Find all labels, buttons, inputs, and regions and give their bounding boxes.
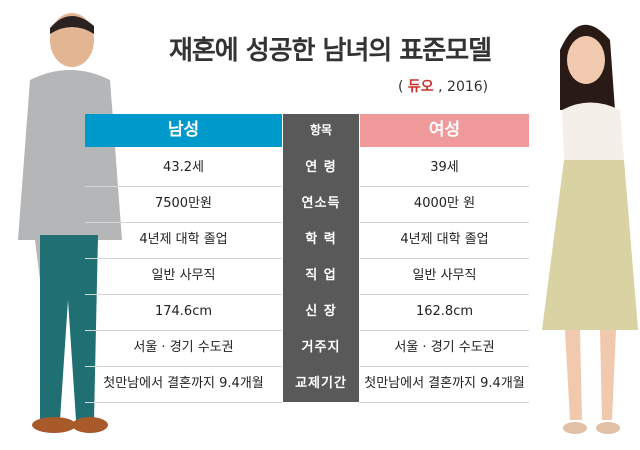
source-open-paren: ( — [398, 79, 404, 95]
male-value: 4년제 대학 졸업 — [85, 222, 282, 259]
table-row: 174.6cm 신 장 162.8cm — [85, 294, 529, 331]
male-value: 174.6cm — [85, 294, 282, 331]
female-value: 일반 사무직 — [360, 258, 529, 295]
male-value: 첫만남에서 결혼까지 9.4개월 — [85, 366, 282, 403]
table-row: 7500만원 연소득 4000만 원 — [85, 186, 529, 223]
item-label: 학 력 — [305, 232, 337, 247]
table-row: 일반 사무직 직 업 일반 사무직 — [85, 258, 529, 295]
male-value: 43.2세 — [85, 150, 282, 187]
source-credit: ( 듀오 , 2016) — [398, 76, 488, 96]
duo-logo: 듀오 — [407, 79, 434, 95]
item-label: 교제기간 — [295, 376, 347, 391]
table-row: 서울 · 경기 수도권 거주지 서울 · 경기 수도권 — [85, 330, 529, 367]
male-value: 7500만원 — [85, 186, 282, 223]
page-title: 재혼에 성공한 남녀의 표준모델 — [168, 36, 492, 66]
table-row: 첫만남에서 결혼까지 9.4개월 교제기간 첫만남에서 결혼까지 9.4개월 — [85, 366, 529, 403]
source-year: , 2016) — [438, 79, 489, 95]
female-model-photo — [542, 24, 638, 434]
item-label: 연소득 — [301, 196, 341, 211]
male-value: 서울 · 경기 수도권 — [85, 330, 282, 367]
item-label: 거주지 — [301, 340, 341, 355]
female-header: 여성 — [360, 114, 529, 147]
male-value: 일반 사무직 — [85, 258, 282, 295]
female-value: 39세 — [360, 150, 529, 187]
item-header: 항목 — [309, 123, 333, 137]
table-row: 4년제 대학 졸업 학 력 4년제 대학 졸업 — [85, 222, 529, 259]
item-label: 직 업 — [305, 268, 337, 283]
female-value: 서울 · 경기 수도권 — [360, 330, 529, 367]
item-column: 항목 — [283, 114, 359, 402]
female-value: 4000만 원 — [360, 186, 529, 223]
table-row: 43.2세 연 령 39세 — [85, 150, 529, 187]
female-value: 첫만남에서 결혼까지 9.4개월 — [360, 366, 529, 403]
female-value: 4년제 대학 졸업 — [360, 222, 529, 259]
female-value: 162.8cm — [360, 294, 529, 331]
item-label: 연 령 — [305, 160, 337, 175]
item-label: 신 장 — [305, 304, 337, 319]
male-header: 남성 — [85, 114, 282, 147]
